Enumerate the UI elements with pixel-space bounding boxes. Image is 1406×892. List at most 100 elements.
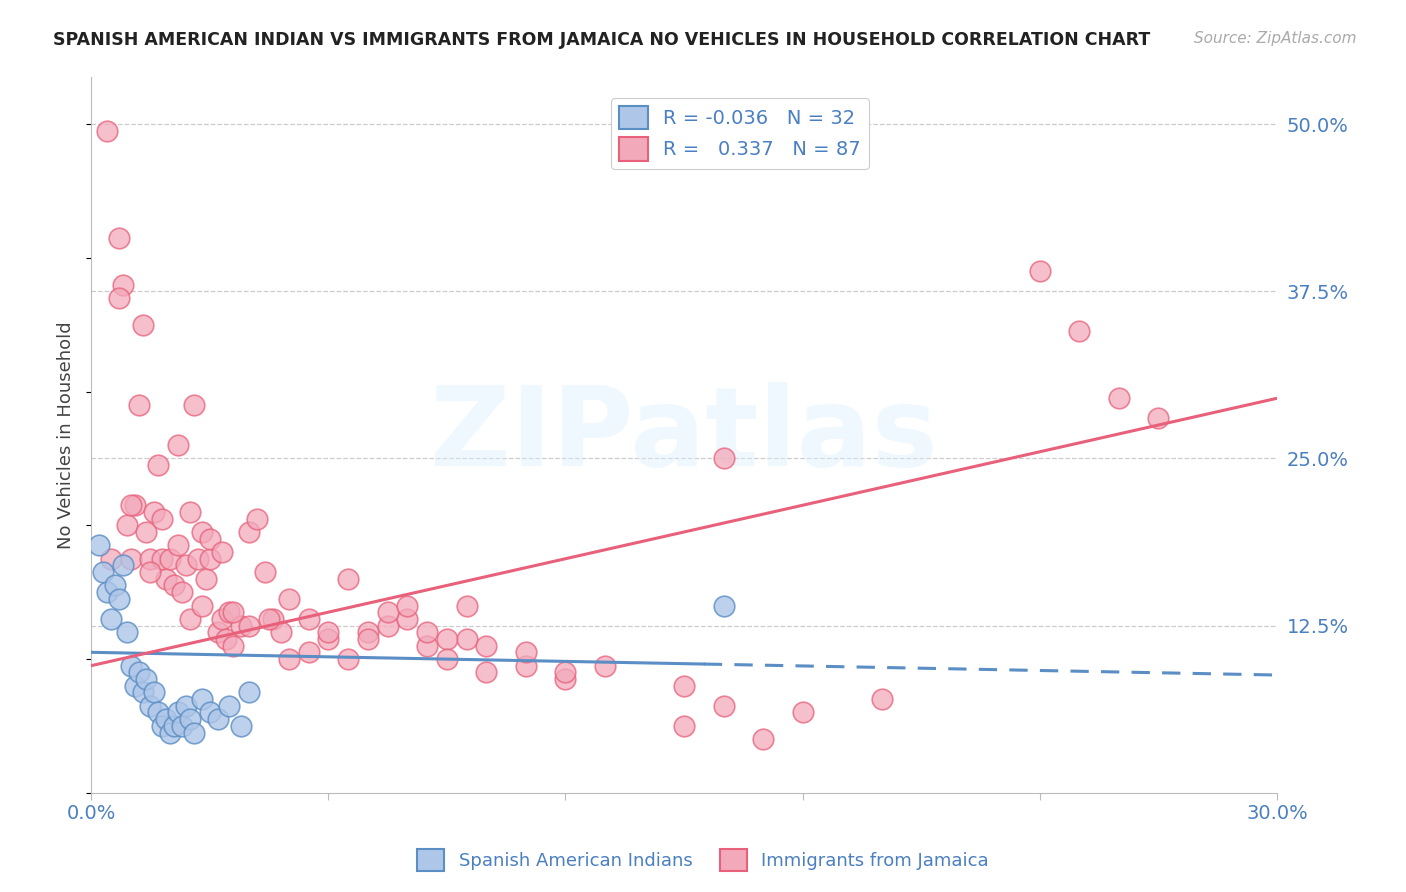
Point	[170, 585, 193, 599]
Point	[139, 565, 162, 579]
Point	[108, 231, 131, 245]
Point	[231, 618, 253, 632]
Point	[143, 505, 166, 519]
Point	[475, 639, 498, 653]
Point	[115, 518, 138, 533]
Point	[179, 612, 201, 626]
Point	[416, 639, 439, 653]
Point	[96, 124, 118, 138]
Point	[214, 632, 236, 646]
Point	[713, 698, 735, 713]
Point	[163, 719, 186, 733]
Point	[150, 511, 173, 525]
Point	[436, 632, 458, 646]
Point	[207, 625, 229, 640]
Point	[120, 498, 142, 512]
Point	[167, 538, 190, 552]
Point	[277, 652, 299, 666]
Point	[183, 398, 205, 412]
Point	[155, 572, 177, 586]
Point	[128, 398, 150, 412]
Point	[100, 551, 122, 566]
Point	[100, 612, 122, 626]
Point	[170, 719, 193, 733]
Point	[115, 625, 138, 640]
Point	[1029, 264, 1052, 278]
Point	[337, 572, 360, 586]
Point	[124, 498, 146, 512]
Point	[416, 625, 439, 640]
Point	[91, 565, 114, 579]
Point	[377, 618, 399, 632]
Legend: R = -0.036   N = 32, R =   0.337   N = 87: R = -0.036 N = 32, R = 0.337 N = 87	[610, 98, 869, 169]
Point	[673, 719, 696, 733]
Y-axis label: No Vehicles in Household: No Vehicles in Household	[58, 321, 75, 549]
Point	[277, 591, 299, 606]
Point	[337, 652, 360, 666]
Point	[222, 639, 245, 653]
Point	[1108, 392, 1130, 406]
Point	[108, 591, 131, 606]
Point	[713, 599, 735, 613]
Point	[111, 277, 134, 292]
Point	[318, 625, 340, 640]
Point	[191, 692, 214, 706]
Point	[120, 551, 142, 566]
Point	[163, 578, 186, 592]
Point	[191, 599, 214, 613]
Point	[377, 605, 399, 619]
Legend: Spanish American Indians, Immigrants from Jamaica: Spanish American Indians, Immigrants fro…	[411, 842, 995, 879]
Point	[396, 599, 419, 613]
Point	[167, 438, 190, 452]
Point	[211, 545, 233, 559]
Point	[139, 551, 162, 566]
Point	[183, 725, 205, 739]
Point	[179, 712, 201, 726]
Point	[456, 632, 478, 646]
Point	[752, 732, 775, 747]
Point	[111, 558, 134, 573]
Point	[148, 706, 170, 720]
Point	[270, 625, 292, 640]
Point	[135, 672, 157, 686]
Point	[396, 612, 419, 626]
Point	[297, 612, 319, 626]
Point	[673, 679, 696, 693]
Point	[231, 719, 253, 733]
Point	[318, 632, 340, 646]
Point	[143, 685, 166, 699]
Point	[554, 672, 576, 686]
Point	[593, 658, 616, 673]
Point	[187, 551, 209, 566]
Point	[159, 725, 181, 739]
Text: ZIPatlas: ZIPatlas	[430, 382, 938, 489]
Point	[1147, 411, 1170, 425]
Point	[104, 578, 127, 592]
Point	[96, 585, 118, 599]
Point	[211, 612, 233, 626]
Point	[124, 679, 146, 693]
Point	[179, 505, 201, 519]
Point	[456, 599, 478, 613]
Point	[198, 706, 221, 720]
Point	[870, 692, 893, 706]
Point	[357, 625, 380, 640]
Point	[218, 605, 240, 619]
Point	[207, 712, 229, 726]
Point	[131, 685, 153, 699]
Point	[238, 685, 260, 699]
Point	[792, 706, 814, 720]
Point	[174, 698, 197, 713]
Point	[150, 551, 173, 566]
Point	[475, 665, 498, 680]
Point	[128, 665, 150, 680]
Point	[87, 538, 110, 552]
Point	[222, 605, 245, 619]
Point	[167, 706, 190, 720]
Point	[515, 658, 537, 673]
Point	[218, 698, 240, 713]
Point	[257, 612, 280, 626]
Point	[515, 645, 537, 659]
Point	[148, 458, 170, 472]
Point	[713, 451, 735, 466]
